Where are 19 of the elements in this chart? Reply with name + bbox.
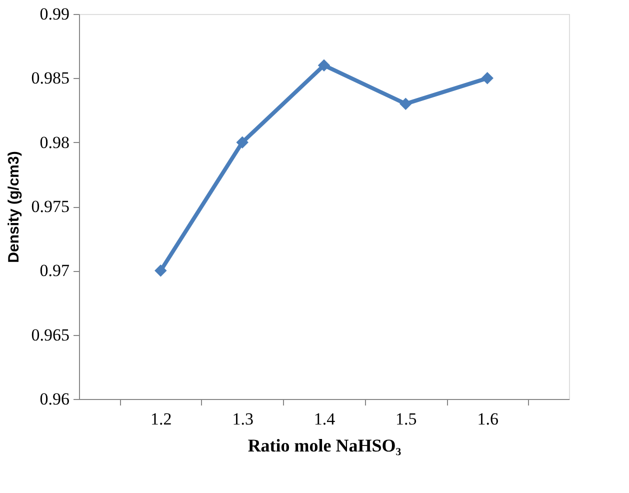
x-tick-label: 1.5 xyxy=(396,410,417,428)
y-tick-label: 0.96 xyxy=(40,390,70,408)
point xyxy=(400,98,412,110)
y-tick-label: 0.98 xyxy=(40,132,70,152)
point xyxy=(154,264,167,277)
y-tick-label: 0.965 xyxy=(31,325,70,344)
x-tick-label: 1.6 xyxy=(477,410,498,428)
y-tick-label: 0.99 xyxy=(40,4,70,24)
y-tick-label: 0.97 xyxy=(40,261,70,280)
x-tick-label: 1.2 xyxy=(150,410,172,428)
y-axis-title: Density (g/cm3) xyxy=(5,151,22,263)
point xyxy=(481,72,494,84)
x-tick-label: 1.4 xyxy=(314,410,336,428)
x-tick-label: 1.3 xyxy=(232,410,254,428)
y-tick-label: 0.985 xyxy=(31,68,70,88)
point xyxy=(318,59,330,72)
y-tick-label: 0.975 xyxy=(31,197,70,216)
x-axis-title: Ratio mole NaHSO₃ xyxy=(248,436,402,456)
point xyxy=(236,136,248,148)
